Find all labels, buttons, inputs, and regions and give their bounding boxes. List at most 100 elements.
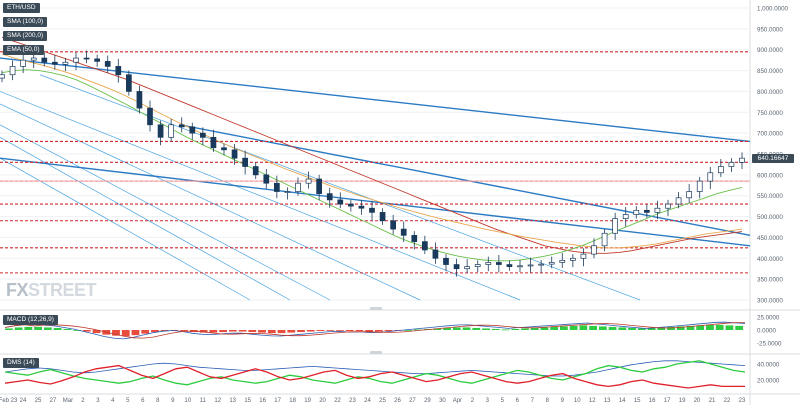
time-tick-label: 12 [214,398,221,404]
time-tick-label: 19 [304,398,311,404]
macd-histogram-bar [608,326,617,330]
macd-histogram-bar [355,330,364,332]
candle-body [369,207,375,213]
macd-histogram-bar [482,328,490,330]
trend-line [179,124,751,237]
time-tick-label: 22 [334,398,341,404]
candle-body [136,91,143,109]
channel-line [0,124,331,301]
candle-body [83,57,90,60]
macd-histogram-bar [336,330,344,331]
candle-body [453,264,460,270]
candle-body [538,263,544,266]
time-tick-label: 4 [111,398,115,404]
time-tick-label: 15 [634,398,641,404]
candle-body [284,191,291,193]
time-tick-label: Apr [453,398,462,404]
candle-body [443,257,449,265]
macd-tick-label: -25.0000 [757,340,782,347]
macd-histogram-bar [706,324,714,330]
time-tick-label: 5 [501,398,505,404]
panel-resize-handle[interactable] [370,351,382,354]
macd-histogram-bar [443,327,451,330]
macd-histogram-bar [238,330,247,332]
time-tick-label: 5 [126,398,130,404]
candle-body [9,66,16,76]
candle-body [178,124,185,128]
candle-body [263,174,270,184]
time-tick-label: 20 [694,398,701,404]
legend-ema50[interactable]: EMA (50,0) [3,45,44,55]
candle-body [126,74,132,92]
time-tick-label: 13 [229,398,236,404]
macd-histogram-bar [657,327,666,330]
macd-histogram-bar [472,327,481,330]
time-tick-label: 15 [244,398,251,404]
macd-tick-label: 25.0000 [757,315,780,322]
dms-label: DMS (14) [3,358,39,368]
macd-histogram-bar [43,327,52,330]
price-tick-label: 900.0000 [757,47,783,54]
candle-body [379,212,386,222]
time-tick-label: 17 [274,398,281,404]
macd-histogram-bar [511,328,520,330]
time-tick-label: 16 [649,398,656,404]
candle-body [390,220,396,230]
candle-body [728,161,735,167]
price-tick-label: 850.0000 [757,68,783,75]
macd-histogram-bar [569,325,578,330]
candle-body [496,262,502,265]
time-tick-label: 9 [171,398,175,404]
time-tick-label: 25 [35,398,42,404]
price-candles [0,50,745,277]
time-tick-label: 3 [96,398,100,404]
candle-body [20,59,26,67]
macd-histogram-bar [209,330,218,333]
time-tick-label: 11 [200,398,207,404]
time-tick-label: 8 [156,398,160,404]
adx-line [4,360,746,377]
macd-histogram-bar [560,326,568,330]
legend-sma200[interactable]: SMA (200,0) [3,31,48,41]
candle-body [147,107,153,126]
candle-body [644,209,650,213]
candle-body [517,265,523,268]
legend-sma100[interactable]: SMA (100,0) [3,17,48,27]
macd-histogram-bar [131,330,140,336]
time-tick-label: 21 [709,398,716,404]
candle-body [601,232,608,247]
candle-body [0,74,5,79]
macd-histogram-bar [297,330,305,333]
candle-body [432,249,439,259]
price-tick-label: 400.0000 [757,256,783,263]
channel-line [0,103,421,301]
candle-body [654,207,661,213]
macd-signal-line [4,322,746,339]
macd-histogram-bar [112,330,120,336]
macd-histogram-bar [725,325,734,330]
candle-body [570,257,576,261]
macd-histogram-bar [491,328,500,330]
time-tick-label: 16 [259,398,266,404]
candle-body [696,180,703,192]
time-tick-label: 29 [424,398,431,404]
macd-histogram-bar [628,327,636,330]
candle-body [168,124,174,138]
time-tick-label: 18 [289,398,296,404]
candle-body [580,253,587,259]
candle-body [665,203,671,209]
price-tick-label: 450.0000 [757,235,783,242]
price-tick-label: 1,000.0000 [757,6,789,13]
candle-body [73,57,79,63]
macd-histogram-bar [404,330,412,331]
time-tick-label: 13 [604,398,611,404]
candle-body [527,264,534,267]
macd-histogram-bar [550,326,559,330]
time-tick-label: 19 [679,398,686,404]
time-tick-label: 7 [531,398,535,404]
time-tick-label: Feb 23 [0,398,18,404]
panel-resize-handle[interactable] [370,307,382,310]
candle-body [200,132,206,138]
candle-body [707,172,714,182]
time-tick-label: 9 [561,398,565,404]
